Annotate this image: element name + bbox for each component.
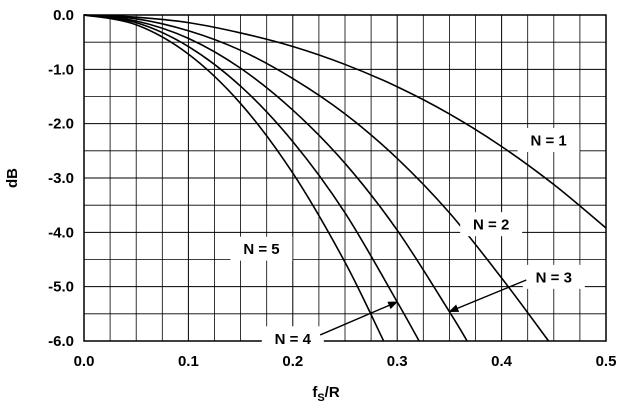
y-tick-label: -4.0 (48, 224, 74, 241)
series-label: N = 2 (473, 217, 509, 234)
x-axis-title-sub: S (317, 392, 324, 404)
series-line-n2 (83, 14, 550, 342)
x-tick-label: 0.4 (491, 353, 513, 370)
annotation-n4: N = 4 (261, 301, 399, 351)
axes: 0.0 0.1 0.2 0.3 0.4 0.5 0.0 -1.0 -2.0 -3.0 -4.0 -5.… (48, 7, 616, 370)
series-lines (83, 14, 607, 342)
y-tick-label: -2.0 (48, 116, 74, 133)
annotation-arrow (319, 301, 399, 336)
x-tick-label: 0.2 (282, 353, 303, 370)
annotation-n2: N = 2 (460, 212, 523, 237)
x-axis-title: fS/R (312, 384, 340, 404)
x-tick-label: 0.0 (74, 353, 95, 370)
x-tick-label: 0.1 (178, 353, 199, 370)
y-tick-label: -3.0 (48, 170, 74, 187)
annotation-background (261, 326, 324, 351)
series-line-n4 (83, 14, 420, 342)
annotations: N = 1 N = 2 N = 3 N = 4 N = 5 (230, 127, 585, 351)
y-tick-label: -6.0 (48, 333, 74, 350)
annotation-background (230, 236, 293, 261)
x-axis-title-main: f (312, 384, 318, 401)
series-label: N = 1 (530, 132, 566, 149)
series-label: N = 5 (243, 241, 279, 258)
series-label: N = 3 (536, 269, 572, 286)
y-tick-label: 0.0 (53, 7, 74, 24)
x-tick-label: 0.5 (596, 353, 617, 370)
x-tick-label: 0.3 (387, 353, 408, 370)
y-axis-title: dB (4, 168, 21, 188)
annotation-n1: N = 1 (517, 127, 580, 152)
annotation-n5: N = 5 (230, 236, 293, 261)
series-line-n3 (83, 14, 468, 342)
series-line-n5 (83, 14, 385, 342)
annotation-background (460, 212, 523, 237)
series-line-n1 (83, 14, 607, 229)
x-axis-title-tail: /R (325, 384, 340, 401)
series-label: N = 4 (275, 331, 312, 348)
y-tick-label: -1.0 (48, 61, 74, 78)
annotation-background (522, 264, 585, 289)
annotation-arrow (448, 279, 527, 313)
annotation-background (517, 127, 580, 152)
y-tick-label: -5.0 (48, 279, 74, 296)
annotation-n3: N = 3 (448, 264, 585, 313)
plot-frame (83, 14, 607, 342)
